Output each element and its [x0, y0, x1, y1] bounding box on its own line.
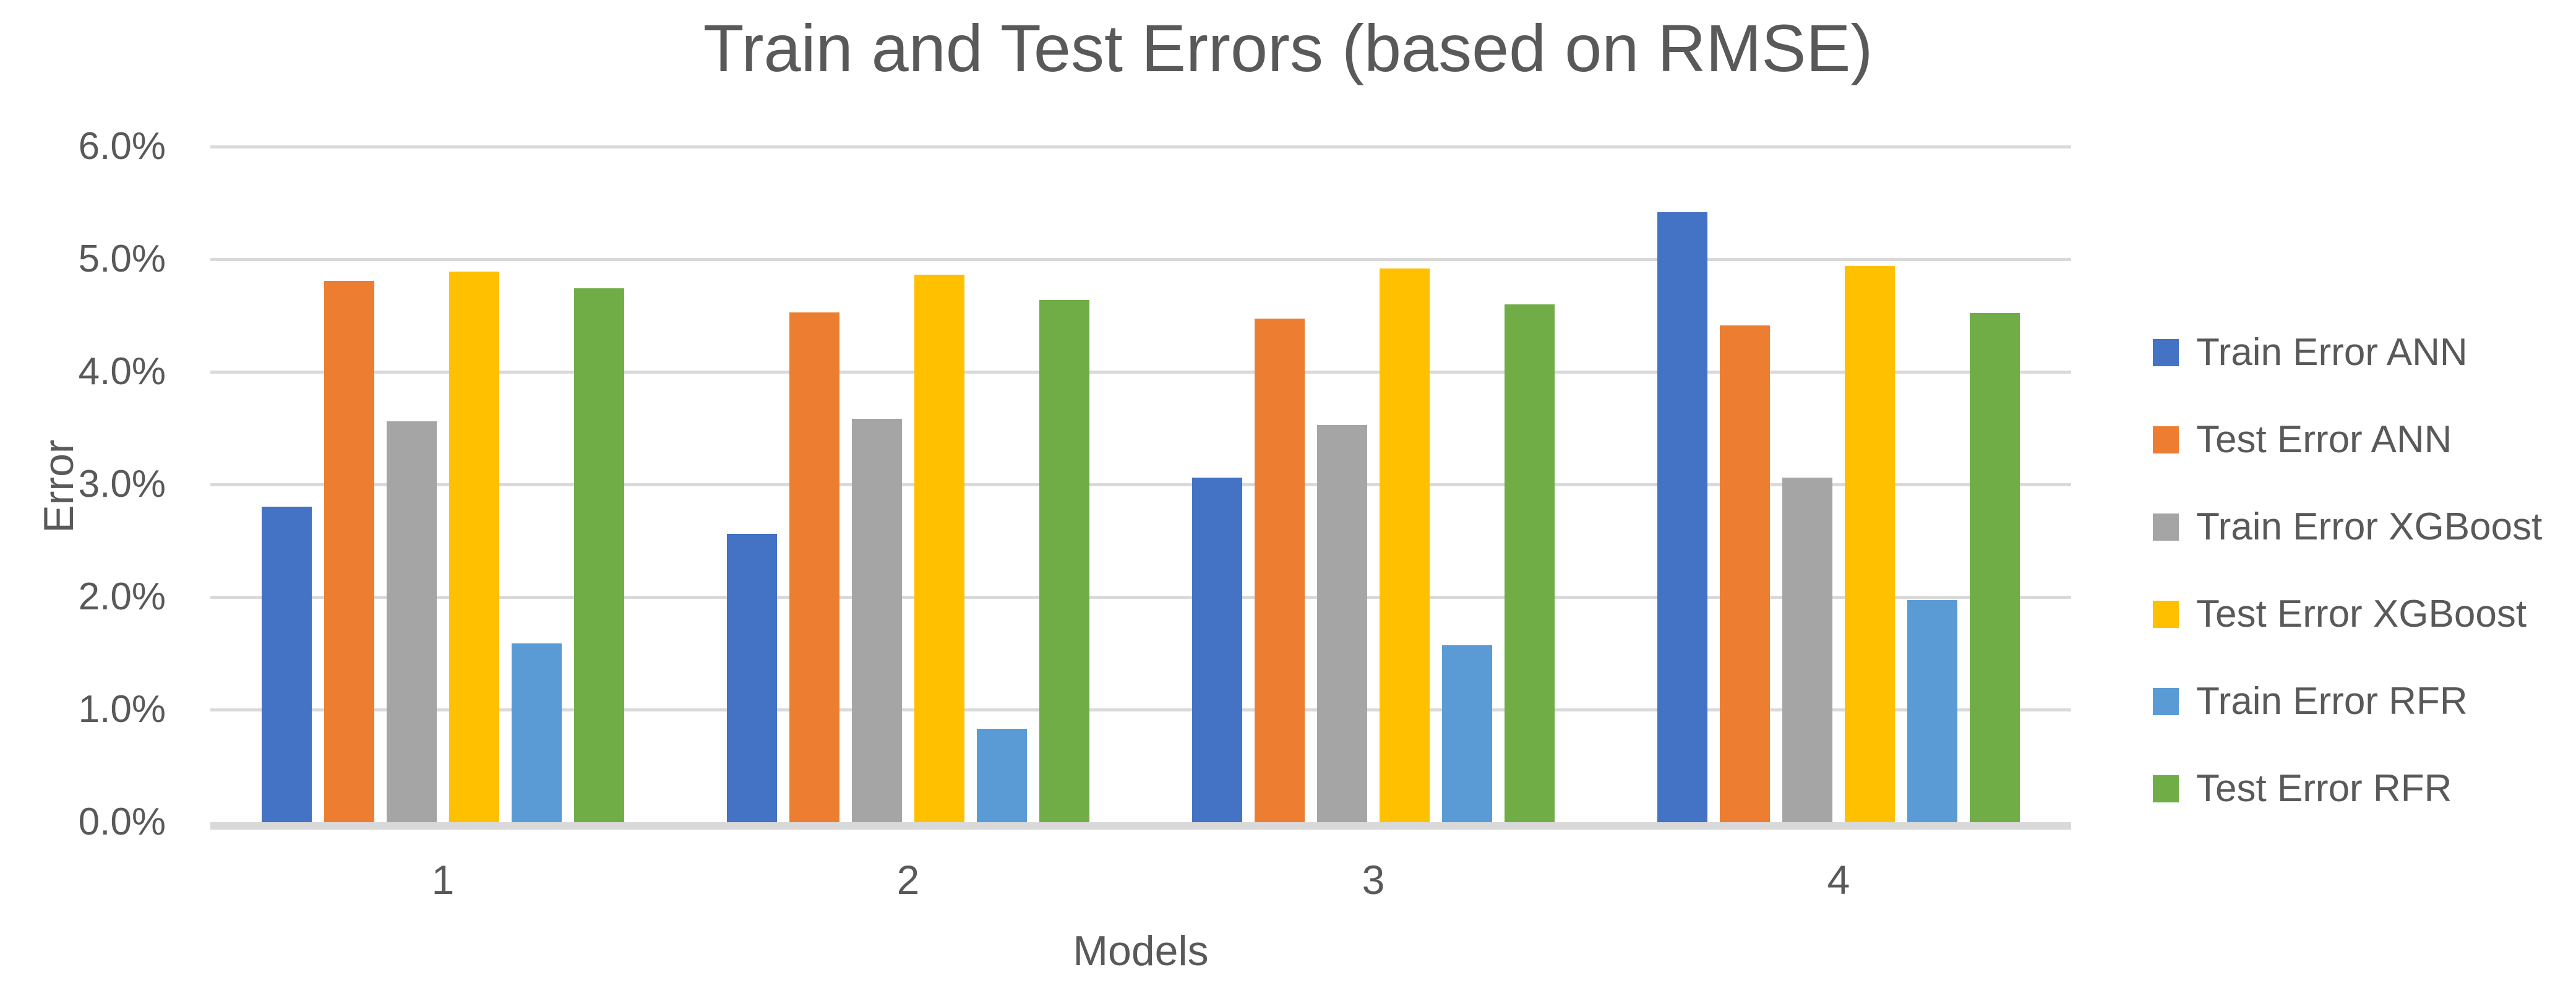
- y-tick-label-2.0%: 2.0%: [78, 575, 166, 618]
- gridline-6: [210, 145, 2071, 148]
- x-tick-label-3: 3: [1362, 857, 1385, 903]
- legend-item-test-error-xgboost: Test Error XGBoost: [2153, 592, 2527, 637]
- legend: Train Error ANN Test Error ANN Train Error…: [2153, 0, 2576, 988]
- bar-test-error-ann-model-1: [324, 281, 374, 822]
- chart-title: Train and Test Errors (based on RMSE): [703, 11, 1873, 85]
- x-axis-line: [210, 822, 2071, 830]
- bar-train-error-ann-model-1: [262, 507, 312, 822]
- gridline-3: [210, 483, 2071, 486]
- y-tick-label-4.0%: 4.0%: [78, 350, 166, 393]
- gridline-5: [210, 258, 2071, 261]
- bar-test-error-xgboost-model-4: [1845, 266, 1895, 822]
- bar-test-error-rfr-model-2: [1039, 300, 1089, 822]
- legend-swatch-test-error-rfr: [2153, 775, 2179, 802]
- gridline-1: [210, 708, 2071, 711]
- bar-test-error-ann-model-4: [1720, 325, 1770, 822]
- bar-test-error-rfr-model-4: [1970, 313, 2020, 822]
- bar-train-error-ann-model-2: [727, 534, 777, 822]
- bar-train-error-ann-model-3: [1192, 478, 1242, 822]
- legend-label-train-error-ann: Train Error ANN: [2196, 331, 2468, 374]
- bar-train-error-xgboost-model-4: [1782, 478, 1832, 822]
- bar-test-error-xgboost-model-1: [449, 272, 499, 822]
- x-tick-label-1: 1: [431, 857, 455, 903]
- legend-swatch-train-error-rfr: [2153, 688, 2179, 715]
- gridline-4: [210, 371, 2071, 374]
- legend-label-test-error-xgboost: Test Error XGBoost: [2196, 593, 2527, 635]
- legend-label-train-error-xgboost: Train Error XGBoost: [2196, 505, 2543, 548]
- y-tick-label-0.0%: 0.0%: [78, 801, 166, 843]
- y-tick-label-6.0%: 6.0%: [78, 125, 166, 168]
- y-tick-label-3.0%: 3.0%: [78, 463, 166, 505]
- plot-area: [210, 145, 2071, 822]
- bar-train-error-rfr-model-4: [1907, 600, 1957, 822]
- legend-item-train-error-xgboost: Train Error XGBoost: [2153, 505, 2542, 549]
- legend-item-test-error-rfr: Test Error RFR: [2153, 767, 2452, 811]
- legend-label-test-error-ann: Test Error ANN: [2196, 418, 2452, 461]
- legend-item-train-error-ann: Train Error ANN: [2153, 330, 2468, 375]
- bar-test-error-xgboost-model-2: [914, 275, 964, 822]
- bar-train-error-rfr-model-3: [1442, 645, 1492, 822]
- legend-label-train-error-rfr: Train Error RFR: [2196, 680, 2468, 723]
- legend-swatch-test-error-ann: [2153, 426, 2179, 453]
- gridline-2: [210, 596, 2071, 599]
- legend-item-test-error-ann: Test Error ANN: [2153, 418, 2452, 462]
- legend-swatch-test-error-xgboost: [2153, 601, 2179, 628]
- bar-train-error-xgboost-model-2: [852, 419, 902, 822]
- bar-train-error-ann-model-4: [1657, 212, 1707, 822]
- bar-train-error-xgboost-model-3: [1317, 425, 1367, 822]
- bar-test-error-ann-model-2: [789, 312, 839, 822]
- bar-train-error-rfr-model-1: [512, 643, 562, 822]
- legend-swatch-train-error-xgboost: [2153, 513, 2179, 541]
- y-tick-label-5.0%: 5.0%: [78, 238, 166, 280]
- x-axis-title: Models: [1073, 927, 1209, 974]
- legend-item-train-error-rfr: Train Error RFR: [2153, 679, 2468, 724]
- bar-train-error-rfr-model-2: [977, 729, 1027, 822]
- bar-test-error-ann-model-3: [1255, 319, 1305, 822]
- legend-label-test-error-rfr: Test Error RFR: [2196, 767, 2452, 810]
- bar-test-error-xgboost-model-3: [1380, 268, 1430, 822]
- x-tick-label-4: 4: [1827, 857, 1850, 903]
- y-tick-label-1.0%: 1.0%: [78, 688, 166, 731]
- bar-test-error-rfr-model-3: [1505, 304, 1555, 822]
- legend-swatch-train-error-ann: [2153, 339, 2179, 366]
- bar-test-error-rfr-model-1: [574, 288, 624, 822]
- x-tick-label-2: 2: [896, 857, 920, 903]
- bar-train-error-xgboost-model-1: [387, 421, 437, 822]
